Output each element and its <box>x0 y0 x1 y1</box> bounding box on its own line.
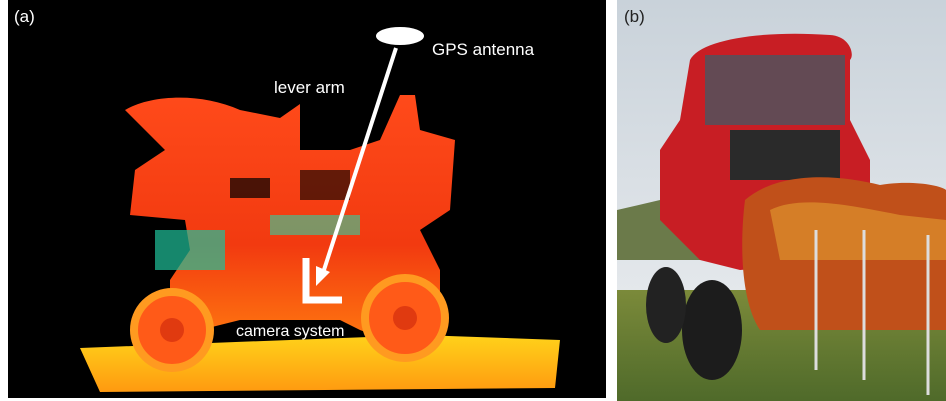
tire <box>646 267 686 343</box>
cloud-gap <box>230 178 270 198</box>
page: (a) GPS antenna lever arm camera system … <box>0 0 946 401</box>
panel-a: (a) GPS antenna lever arm camera system <box>8 0 606 398</box>
annotation: camera system <box>236 323 344 340</box>
panel-label: (b) <box>624 7 645 26</box>
cab-window <box>705 55 845 125</box>
annotation: lever arm <box>274 78 345 97</box>
wheel-hub <box>160 318 184 342</box>
figure: (a) GPS antenna lever arm camera system … <box>0 0 946 401</box>
cloud-detail <box>270 215 360 235</box>
cloud-detail <box>155 230 225 270</box>
wheel-hub <box>393 306 417 330</box>
cab-frame <box>730 130 840 180</box>
panel-b: (b) <box>617 0 946 401</box>
panel-label: (a) <box>14 7 35 26</box>
cloud-gap <box>300 170 350 200</box>
annotation: GPS antenna <box>432 40 535 59</box>
tire <box>682 280 742 380</box>
gps-antenna-marker <box>376 27 424 45</box>
